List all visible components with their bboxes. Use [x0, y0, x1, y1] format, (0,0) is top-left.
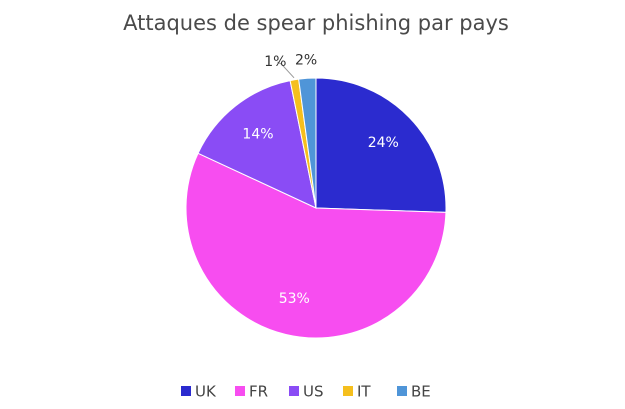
pie-slice: [315, 77, 447, 213]
legend-label: FR: [249, 383, 268, 401]
legend-swatch: [289, 386, 299, 396]
legend-swatch: [397, 386, 407, 396]
legend-label: US: [303, 383, 324, 401]
data-label: 1%: [264, 54, 286, 70]
legend-label: IT: [357, 383, 371, 401]
legend-swatch: [343, 386, 353, 396]
data-label: 14%: [242, 127, 273, 143]
legend-label: BE: [411, 383, 431, 401]
pie-slice: [298, 77, 317, 209]
legend-swatch: [235, 386, 245, 396]
pie-slice: [185, 152, 447, 339]
legend-swatch: [181, 386, 191, 396]
leader-line: [277, 61, 295, 79]
data-label: 53%: [279, 291, 310, 307]
legend-label: UK: [195, 383, 217, 401]
data-label: 2%: [295, 52, 317, 68]
chart-title: Attaques de spear phishing par pays: [123, 11, 509, 35]
data-label: 24%: [368, 135, 399, 151]
pie-slice: [197, 80, 317, 209]
